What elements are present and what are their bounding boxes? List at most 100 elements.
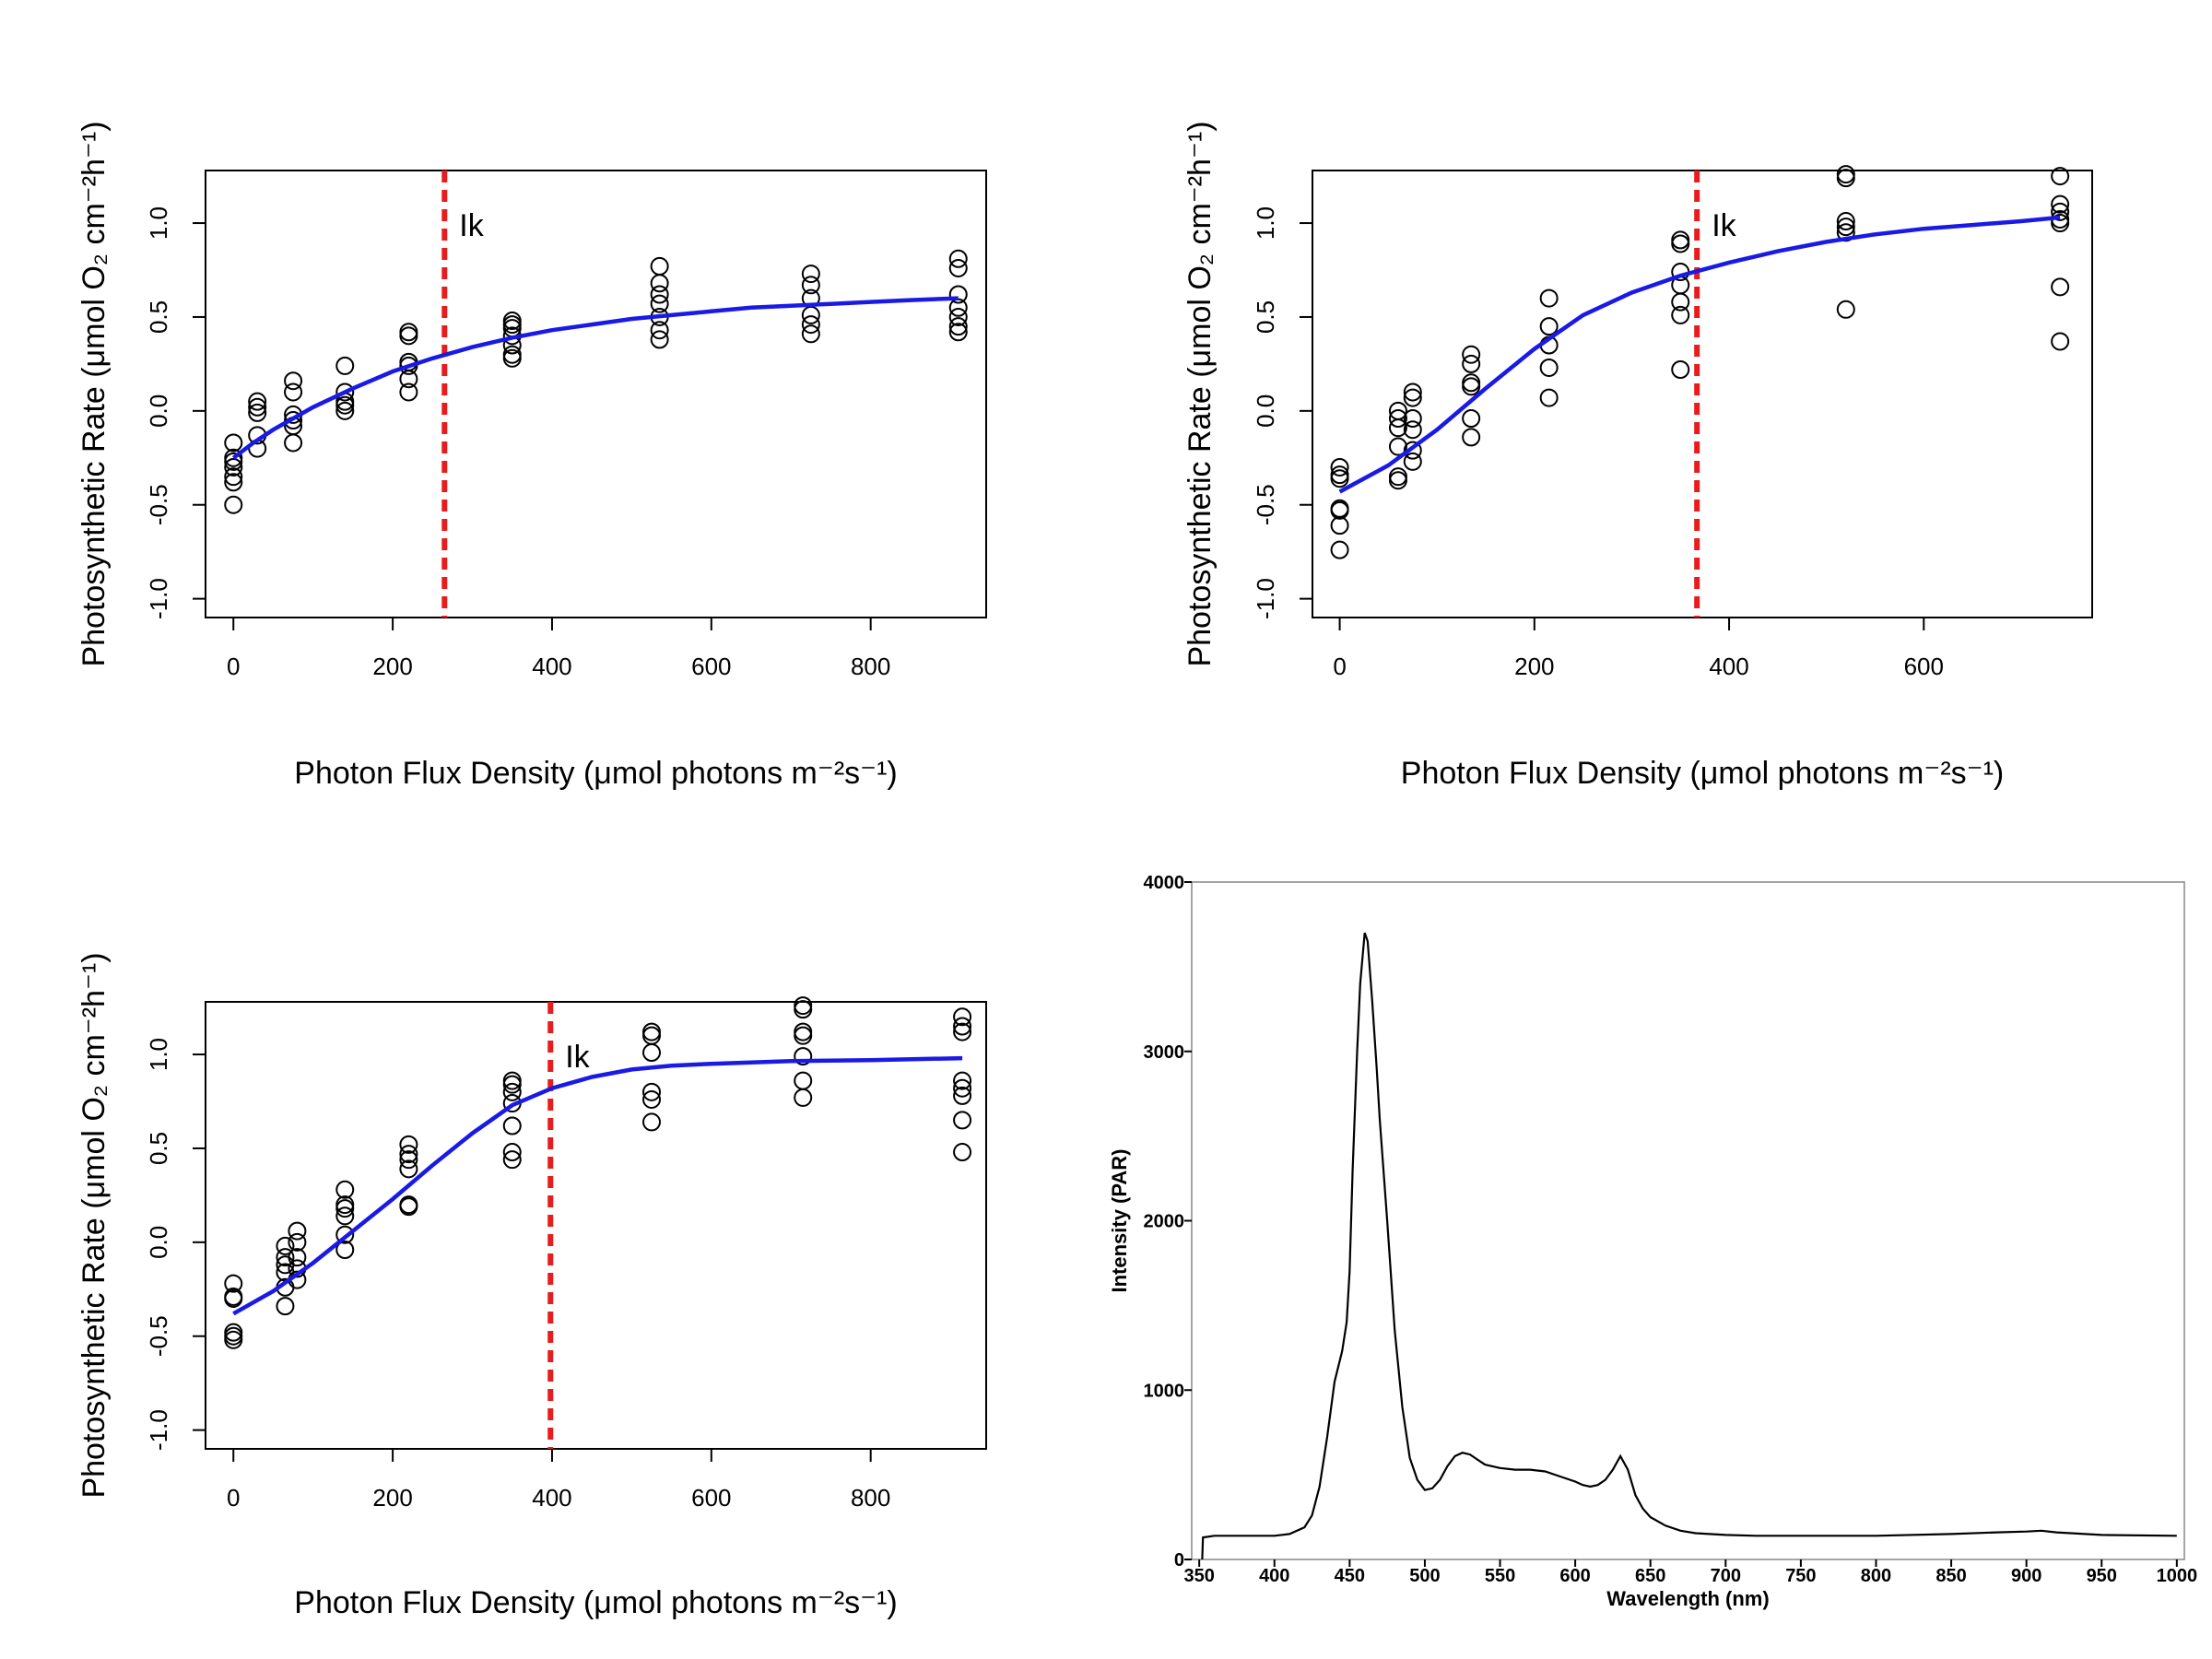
data-point (650, 256, 669, 276)
data-point (248, 397, 267, 417)
data-point (794, 1000, 813, 1019)
x-tick-label: 200 (372, 1484, 412, 1512)
data-point (650, 321, 669, 340)
data-point (224, 495, 243, 514)
y-tick-label: 2000 (1144, 1212, 1185, 1232)
x-tick-label: 350 (1183, 1566, 1214, 1586)
data-point (399, 382, 418, 402)
data-point (502, 1143, 522, 1162)
data-point (642, 1089, 661, 1109)
data-point (1388, 408, 1407, 428)
data-point (284, 371, 303, 391)
data-point (1671, 234, 1690, 253)
data-point (801, 305, 820, 324)
data-point (502, 1071, 522, 1090)
data-point (1403, 408, 1422, 428)
data-point (1539, 358, 1559, 377)
plot-frame (1312, 170, 2093, 618)
data-point (1671, 230, 1690, 250)
data-point (948, 317, 968, 336)
data-point (1462, 377, 1481, 396)
data-point (1539, 288, 1559, 308)
x-tick-label: 0 (227, 653, 240, 680)
data-point (794, 1022, 813, 1041)
data-point (335, 1206, 355, 1226)
data-point (399, 1159, 418, 1179)
x-tick-label: 0 (227, 1484, 240, 1512)
data-point (2051, 277, 2070, 297)
data-point (1836, 212, 1855, 231)
ik-label: Ik (565, 1040, 590, 1075)
data-point (801, 265, 820, 284)
data-point (1388, 437, 1407, 456)
data-point (953, 1078, 972, 1098)
data-point (224, 473, 243, 492)
x-tick-label: 850 (1936, 1566, 1966, 1586)
data-point (953, 1111, 972, 1130)
data-point (1403, 452, 1422, 471)
data-point (1462, 428, 1481, 447)
data-point (335, 401, 355, 420)
data-point (794, 996, 813, 1016)
data-point (335, 382, 355, 402)
data-point (502, 1116, 522, 1135)
y-tick-label: -0.5 (1252, 484, 1279, 525)
data-point (502, 315, 522, 335)
data-point (1403, 420, 1422, 440)
data-point (1539, 388, 1559, 407)
data-point (2051, 194, 2070, 214)
data-point (288, 1248, 307, 1267)
data-point (794, 1088, 813, 1107)
x-tick-label: 750 (1785, 1566, 1816, 1586)
data-point (276, 1297, 295, 1316)
x-tick-label: 1000 (2157, 1566, 2198, 1586)
y-tick-label: -1.0 (145, 1409, 172, 1451)
data-point (1388, 401, 1407, 420)
data-point (2051, 202, 2070, 221)
data-point (1330, 499, 1349, 518)
x-tick-label: 500 (1409, 1566, 1440, 1586)
data-point (1403, 441, 1422, 460)
x-tick-label: 450 (1335, 1566, 1365, 1586)
ik-label: Ik (1712, 208, 1736, 243)
y-tick-label: 0.0 (1252, 394, 1279, 428)
data-point (948, 307, 968, 326)
x-axis-label: Photon Flux Density (μmol photons m⁻²s⁻¹… (294, 756, 897, 791)
x-tick-label: 600 (1904, 653, 1944, 680)
spectrum-line (1201, 932, 2177, 1560)
y-tick-label: 4000 (1144, 873, 1185, 893)
data-point (224, 1323, 243, 1342)
data-point (399, 1195, 418, 1215)
data-point (224, 1274, 243, 1293)
x-tick-label: 400 (532, 653, 571, 680)
data-point (399, 1150, 418, 1170)
y-tick-label: 0 (1174, 1550, 1184, 1571)
data-point (248, 392, 267, 411)
data-point (224, 467, 243, 487)
x-tick-label: 950 (2087, 1566, 2117, 1586)
data-point (502, 1082, 522, 1101)
data-point (642, 1026, 661, 1045)
data-point (948, 298, 968, 317)
fit-curve (231, 296, 959, 460)
y-tick-label: -0.5 (145, 1315, 172, 1357)
data-point (248, 403, 267, 422)
x-tick-label: 600 (691, 653, 731, 680)
x-tick-label: 800 (1861, 1566, 1891, 1586)
y-tick-label: 0.5 (145, 300, 172, 334)
data-point (1462, 373, 1481, 393)
x-tick-label: 800 (851, 653, 890, 680)
data-point (1671, 292, 1690, 312)
x-axis-label: Photon Flux Density (μmol photons m⁻²s⁻¹… (1401, 756, 2004, 791)
data-point (794, 1071, 813, 1090)
y-axis-label: Intensity (PAR) (1108, 1148, 1131, 1292)
data-point (794, 1026, 813, 1045)
y-tick-label: 1000 (1144, 1381, 1185, 1401)
data-point (801, 324, 820, 344)
data-point (1462, 354, 1481, 373)
data-point (224, 1287, 243, 1306)
data-point (399, 326, 418, 346)
data-point (642, 1022, 661, 1041)
data-point (276, 1248, 295, 1267)
y-tick-label: -1.0 (1252, 578, 1279, 619)
